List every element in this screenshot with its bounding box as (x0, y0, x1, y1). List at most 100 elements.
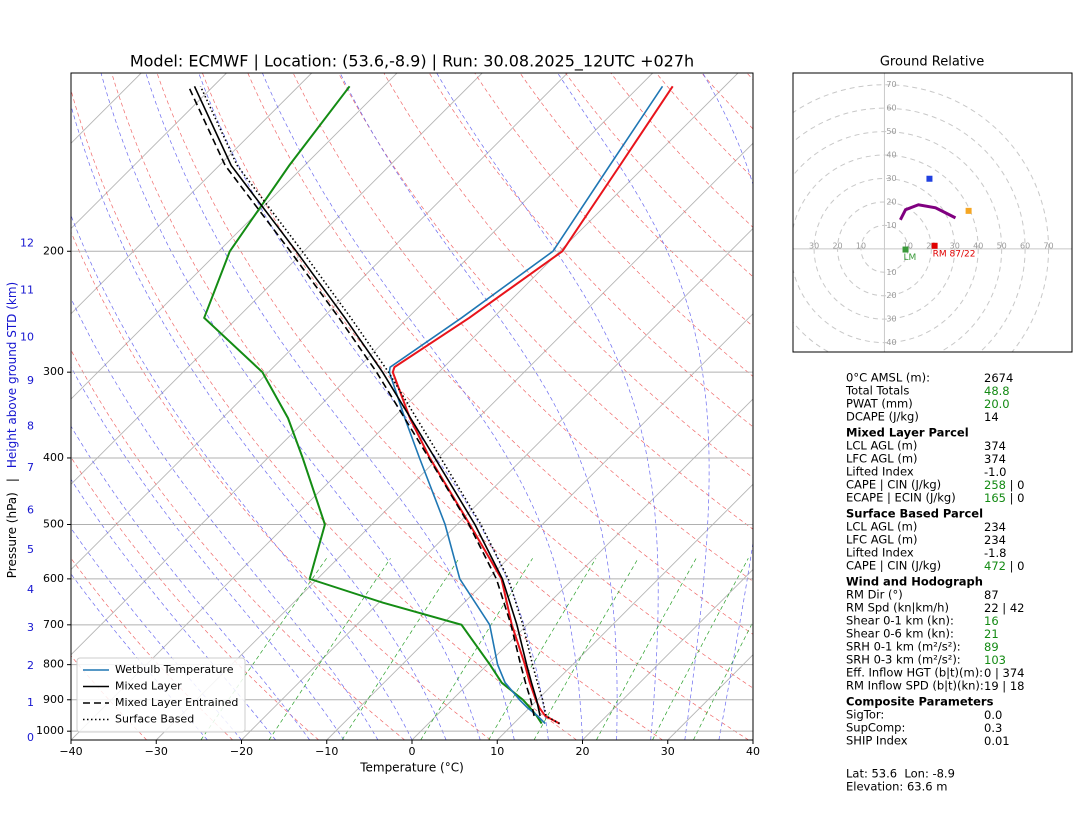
moist-adiabat (702, 73, 753, 740)
param-label: RM Dir (°) (846, 588, 903, 602)
param-label: Shear 0-6 km (kn): (846, 627, 954, 641)
series (187, 85, 674, 725)
dry-adiabat (156, 73, 749, 740)
param-number: 374 (984, 452, 1006, 466)
hodograph-y-label: 40 (886, 151, 896, 160)
y-tick-label: 400 (43, 451, 64, 464)
y-axis-label: Pressure (hPa) | Height above ground STD (… (5, 282, 19, 579)
param-label: SupComp: (846, 721, 905, 735)
mixing-ratio-line (341, 558, 460, 740)
hodograph-y-label: 60 (886, 104, 896, 113)
height-tick-label: 10 (20, 330, 34, 343)
param-value: 0.3 (984, 721, 1002, 735)
mixing-ratio-line (693, 621, 753, 740)
hodograph-x-label: 20 (926, 241, 936, 250)
param-label: LFC AGL (m) (846, 452, 918, 466)
hodograph-x-label: 30 (950, 241, 960, 250)
param-value: 22 | 42 (984, 601, 1024, 615)
height-tick-label: 5 (27, 543, 34, 556)
param-value: 48.8 (984, 384, 1010, 398)
profile-line (391, 85, 674, 725)
dry-adiabat (292, 73, 753, 582)
param-label: Shear 0-1 km (kn): (846, 614, 954, 628)
param-number: 234 (984, 533, 1006, 547)
moist-adiabat (557, 73, 710, 740)
param-number: 22 | 42 (984, 601, 1024, 615)
moist-adiabat (71, 104, 447, 740)
height-tick-label: 12 (20, 237, 34, 250)
profile-line (203, 85, 543, 725)
height-tick-label: 11 (20, 283, 34, 296)
dry-adiabat (428, 73, 753, 428)
profile-line (199, 85, 560, 725)
legend-label: Surface Based (115, 713, 194, 726)
hodograph-line (899, 203, 957, 221)
param-label: SHIP Index (846, 734, 908, 748)
hodograph-y-label: 70 (886, 80, 896, 89)
x-axis-label: Temperature (°C) (359, 761, 464, 775)
isotherm (71, 73, 227, 230)
isotherm (326, 313, 753, 740)
dry-adiabat (247, 73, 753, 635)
moist-adiabat (71, 214, 413, 740)
moist-adiabat (339, 73, 618, 740)
x-tick-label: 20 (576, 745, 590, 758)
profile-line (187, 85, 535, 717)
hodograph-y-label: 30 (886, 315, 896, 324)
section-heading: Surface Based Parcel (846, 507, 983, 521)
hodograph-marker-label: RM 87/22 (933, 249, 976, 259)
hodograph-x-label: 30 (809, 241, 819, 250)
isotherm (71, 73, 483, 485)
param-label: PWAT (mm) (846, 397, 913, 411)
param-value: 0 | 374 (984, 666, 1024, 680)
y-tick-label: 800 (43, 658, 64, 671)
param-value: 20.0 (984, 397, 1010, 411)
mixing-ratio-line (268, 558, 391, 740)
param-number: 374 (984, 439, 1006, 453)
param-value: 19 | 18 (984, 679, 1024, 693)
param-label: SigTor: (846, 708, 884, 722)
param-number: 20.0 (984, 397, 1010, 411)
hodograph-frame (792, 72, 1073, 353)
profile-line (388, 85, 664, 725)
param-label: Lifted Index (846, 546, 914, 560)
footer-line: Lat: 53.6 Lon: -8.9 (846, 767, 955, 781)
height-tick-label: 6 (27, 503, 34, 516)
param-label: CAPE | CIN (J/kg) (846, 478, 941, 492)
mixing-ratio-line (652, 558, 749, 740)
y-axis-label-height: Height above ground STD (km) (5, 282, 19, 468)
hodograph-x-label: 10 (903, 241, 913, 250)
mixing-ratio-line (596, 558, 697, 740)
hodograph-x-label: 20 (832, 241, 842, 250)
param-number: 21 (984, 627, 999, 641)
plot-frame (70, 72, 754, 741)
param-value: 234 (984, 533, 1006, 547)
mixing-ratio-line (420, 558, 533, 740)
param-rest: | 0 (1006, 491, 1025, 505)
hodograph-marker-label: LM (904, 253, 917, 263)
isotherm (411, 398, 753, 740)
section-heading: Wind and Hodograph (846, 575, 983, 589)
height-tick-label: 3 (27, 621, 34, 634)
moist-adiabat (71, 425, 310, 740)
param-number: 0 | 374 (984, 666, 1024, 680)
chart-title: Model: ECMWF | Location: (53.6,-8.9) | R… (130, 52, 694, 72)
param-number: 2674 (984, 371, 1013, 385)
y-tick-label: 600 (43, 572, 64, 585)
x-tick-label: −10 (315, 745, 338, 758)
dry-adiabat (71, 456, 319, 740)
dry-adiabat (338, 73, 753, 530)
hodograph-title: Ground Relative (880, 55, 984, 70)
dry-adiabat (71, 88, 577, 740)
isotherm (71, 73, 654, 656)
param-value: 21 (984, 627, 999, 641)
param-value: 16 (984, 614, 999, 628)
param-number: -1.8 (984, 546, 1006, 560)
dry-adiabat (202, 73, 753, 689)
profile-line (193, 85, 541, 717)
moist-adiabat (71, 527, 242, 740)
param-number: 19 | 18 (984, 679, 1024, 693)
param-number: -1.0 (984, 465, 1006, 479)
hodograph-grid: 30 20 10 10 20 30 40 50 60 70 40 30 20 10 10 20 30 40 50 60… (793, 73, 1072, 352)
